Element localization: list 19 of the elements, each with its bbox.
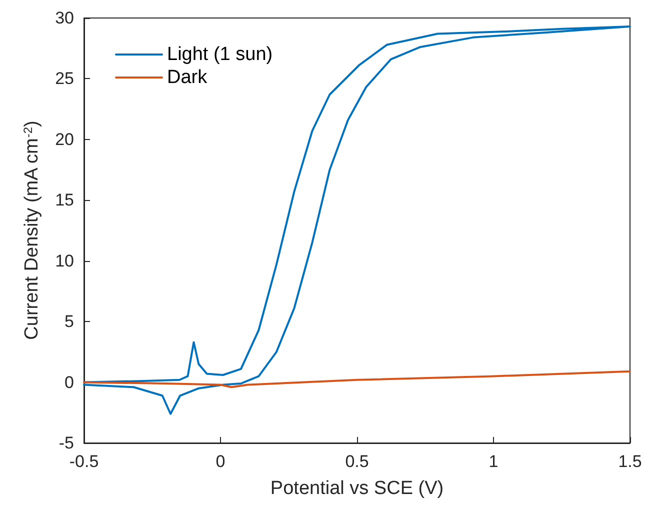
y-tick-label: 0: [64, 372, 74, 392]
x-tick-label: 0: [216, 452, 226, 471]
x-tick-label: 0.5: [345, 452, 369, 471]
legend-label: Light (1 sun): [167, 44, 273, 65]
line-series: [83, 370, 631, 388]
y-tick-label: 15: [55, 190, 74, 210]
y-tick-label: 20: [55, 130, 74, 149]
y-tick-label: -5: [58, 434, 74, 452]
x-axis-title: Potential vs SCE (V): [270, 478, 444, 499]
y-tick-label: 25: [55, 69, 74, 88]
y-axis-title: Current Density (mA cm-2): [21, 120, 42, 340]
y-tick-label: 10: [55, 251, 74, 270]
x-tick-label: 1: [488, 452, 498, 471]
x-tick-label: 1.5: [618, 452, 642, 471]
legend-label: Dark: [167, 67, 208, 88]
y-tick-label: 5: [64, 312, 74, 332]
x-tick-label: -0.5: [69, 452, 99, 471]
y-tick-label: 30: [55, 8, 74, 28]
line-series: [83, 26, 631, 415]
